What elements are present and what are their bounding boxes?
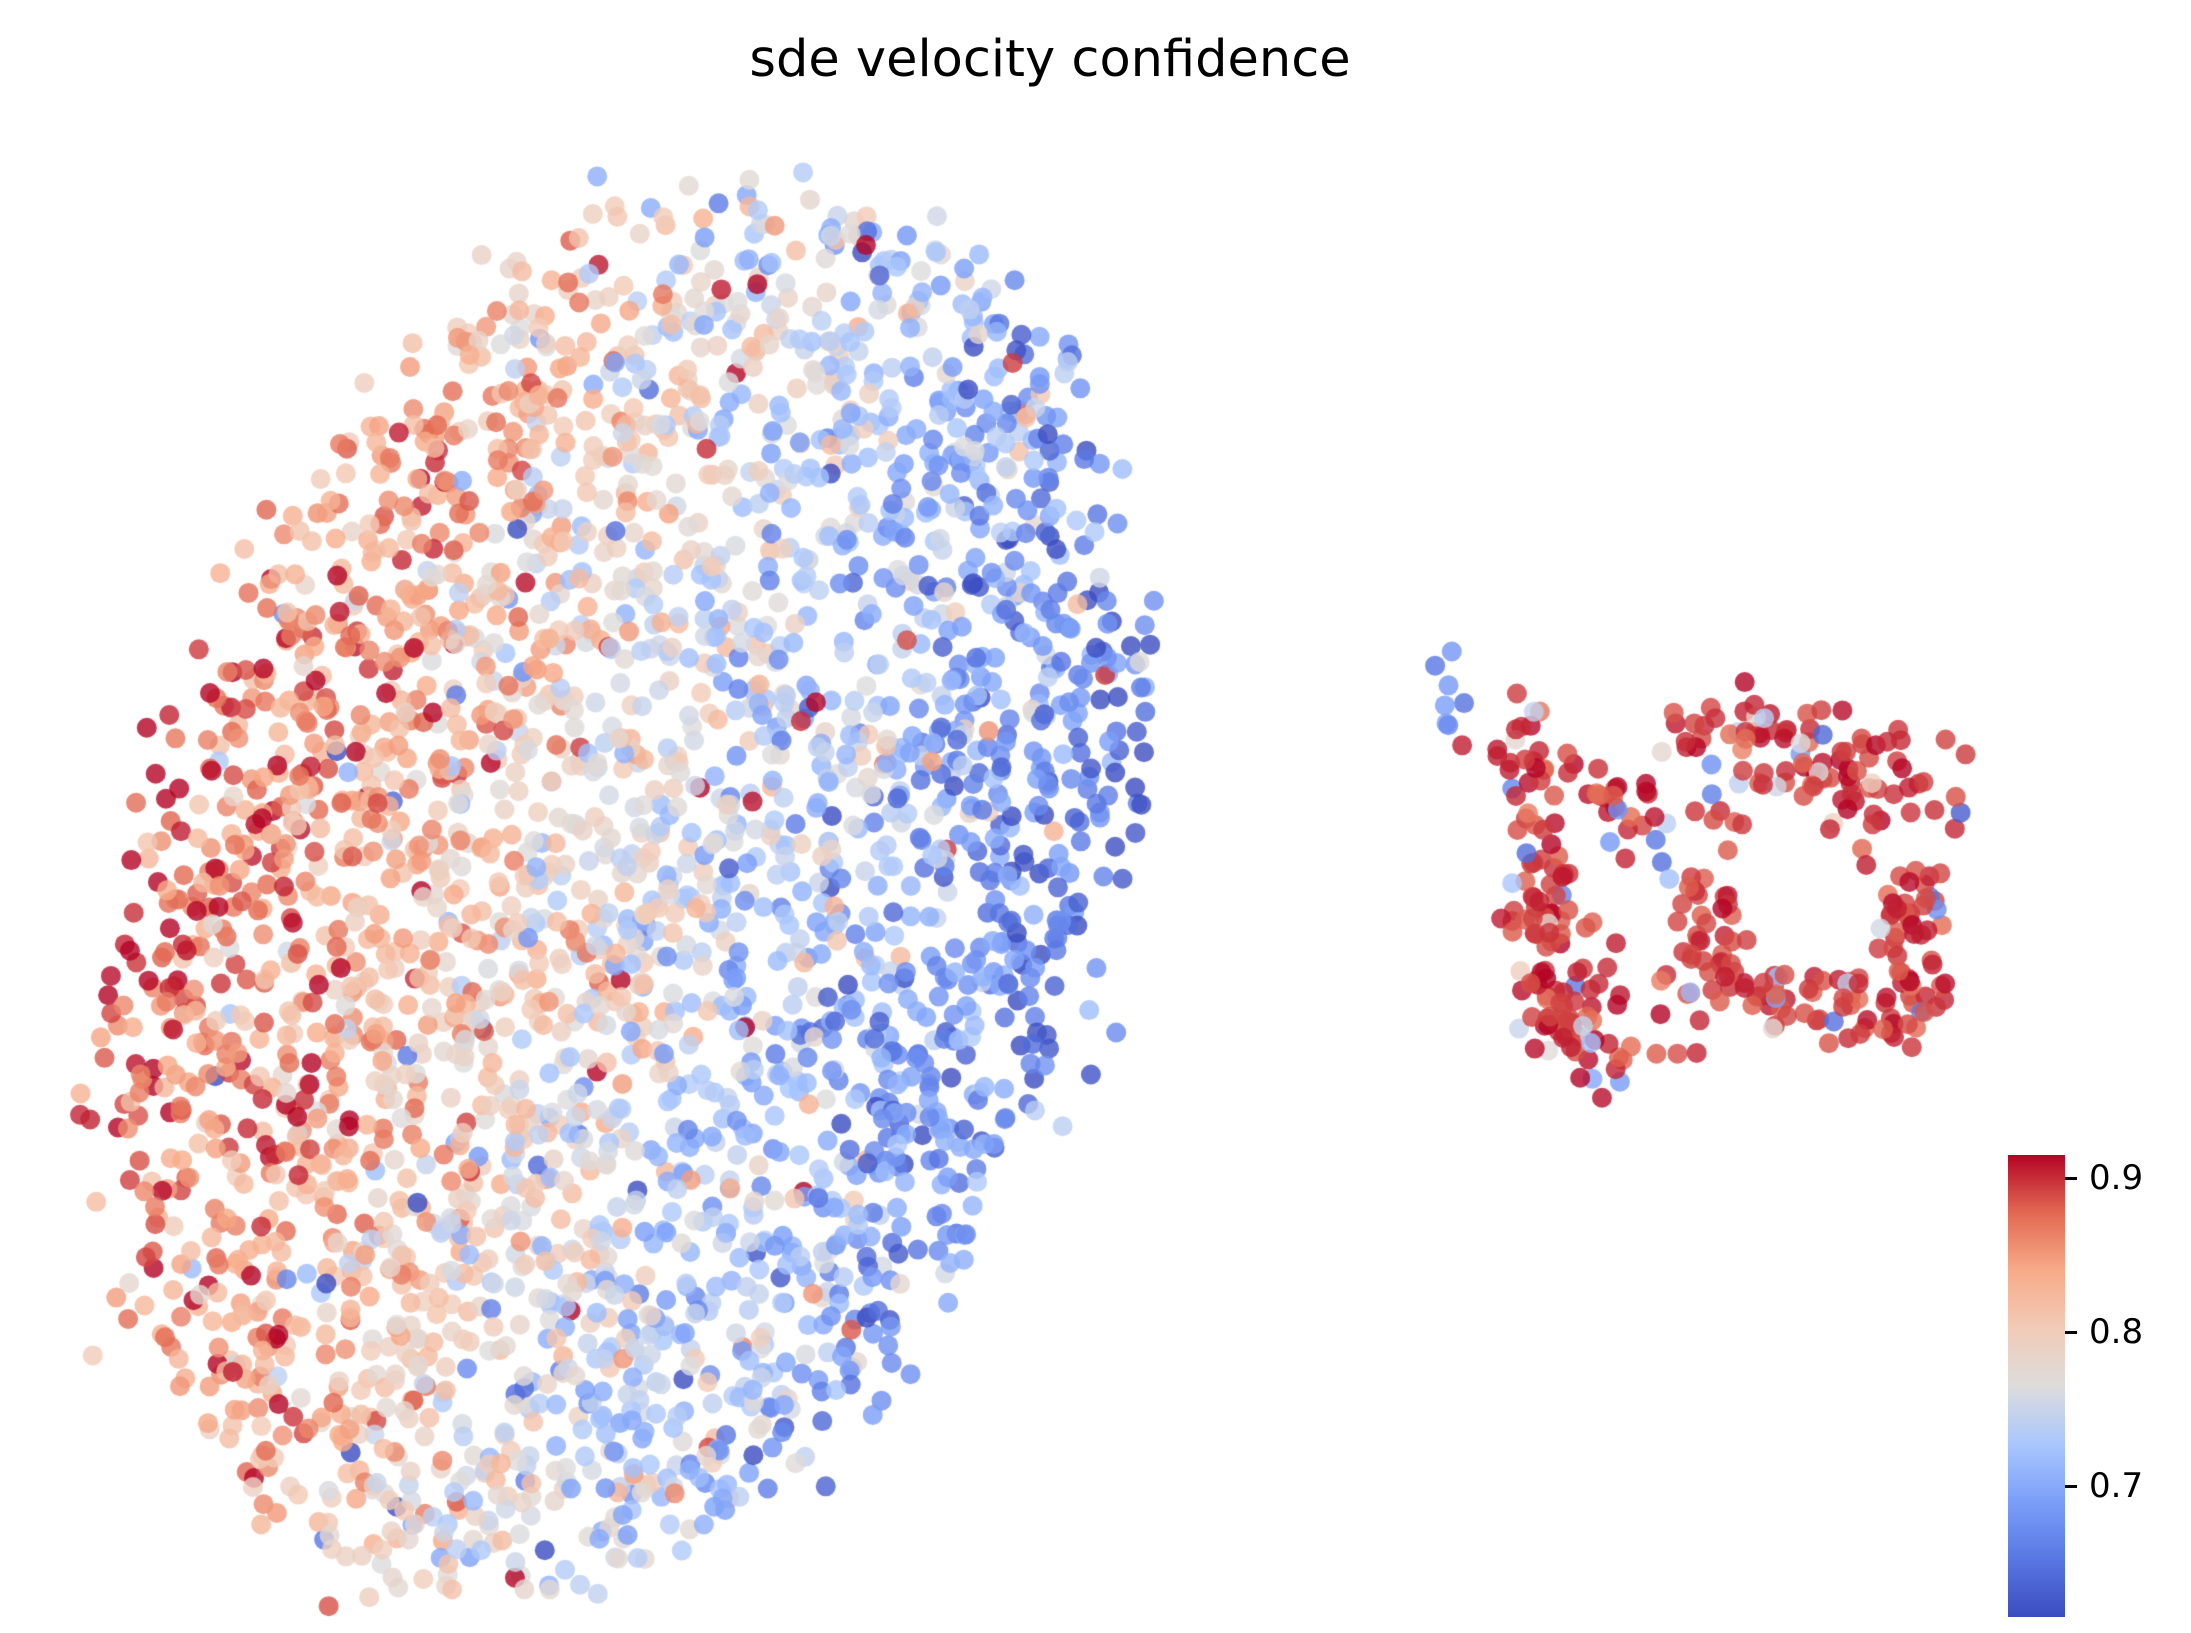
colorbar-tick: 0.9 bbox=[2065, 1161, 2143, 1195]
colorbar-tick: 0.8 bbox=[2065, 1315, 2143, 1349]
colorbar: 0.9 0.8 0.7 bbox=[2008, 1155, 2178, 1617]
colorbar-tick-mark bbox=[2065, 1484, 2077, 1488]
colorbar-tick-label: 0.9 bbox=[2089, 1158, 2144, 1199]
colorbar-gradient bbox=[2008, 1155, 2065, 1617]
colorbar-tick-label: 0.8 bbox=[2089, 1312, 2144, 1353]
colorbar-tick: 0.7 bbox=[2065, 1469, 2143, 1503]
colorbar-tick-mark bbox=[2065, 1176, 2077, 1180]
colorbar-tick-label: 0.7 bbox=[2089, 1466, 2144, 1507]
colorbar-tick-mark bbox=[2065, 1330, 2077, 1334]
